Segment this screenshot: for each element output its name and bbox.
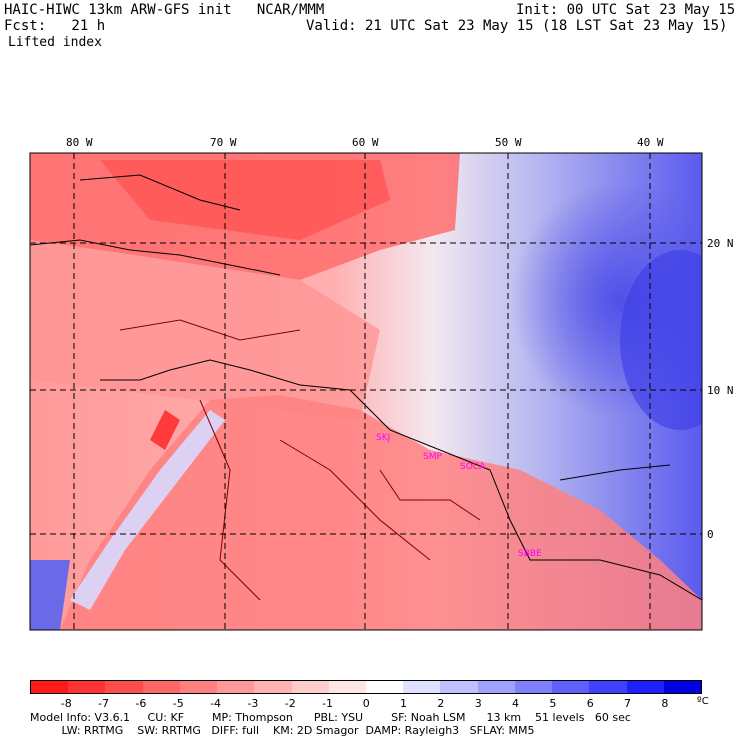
colorbar-swatch [179,681,218,693]
colorbar-swatch [105,681,143,693]
colorbar-swatch [68,681,106,693]
lat-labels: 20 N 10 N 0 [707,237,734,541]
station-labels: SKJ SMP SOCA SBBE [376,433,542,559]
andes-cool-streak [70,410,225,610]
colorbar-tick: 0 [362,697,370,710]
model-info-line2: LW: RRTMG SW: RRTMG DIFF: full KM: 2D Sm… [30,724,535,737]
colorbar-tick: -1 [322,697,334,710]
lon-label: 50 W [495,136,522,149]
lat-label: 20 N [707,237,734,250]
colorbar-swatch [328,681,366,693]
colorbar-tick: -6 [135,697,147,710]
colorbar-tick: 8 [661,697,669,710]
colorbar-tick: 3 [474,697,482,710]
lon-label: 80 W [66,136,93,149]
station-label: SBBE [518,549,542,559]
colorbar-tick: 4 [512,697,520,710]
lon-label: 40 W [637,136,664,149]
colorbar-swatch [365,681,404,693]
init-time: Init: 00 UTC Sat 23 May 15 [516,2,736,18]
colorbar-tick: 7 [624,697,632,710]
lat-label: 10 N [707,384,734,397]
colorbar-swatch [403,681,441,693]
lon-labels: 80 W 70 W 60 W 50 W 40 W [66,136,664,149]
colorbar-tick: -4 [210,697,222,710]
colorbar-swatch [217,681,255,693]
field-name: Lifted index [8,35,102,50]
colorbar-swatch [440,681,478,693]
coastline [100,359,702,601]
lon-label: 60 W [352,136,379,149]
colorbar-swatch [663,681,701,693]
colorbar-tick: 6 [586,697,594,710]
graticule [30,153,702,630]
lat-label: 0 [707,528,714,541]
model-info-line1: Model Info: V3.6.1 CU: KF MP: Thompson P… [30,711,631,724]
colorbar-swatch [254,681,292,693]
colorbar-swatch [626,681,664,693]
colorbar-swatch [589,681,627,693]
colorbar-tick: -3 [247,697,259,710]
forecast-hour: Fcst: 21 h [4,18,106,34]
colorbar [30,680,702,694]
colorbar-tick: -8 [60,697,72,710]
station-label: SKJ [376,433,390,443]
colorbar-tick: 1 [400,697,408,710]
station-label: SOCA [460,462,486,472]
colorbar-tick: 2 [437,697,445,710]
colorbar-swatch [552,681,590,693]
title-left-1: HAIC-HIWC 13km ARW-GFS init NCAR/MMM [4,2,325,18]
south-america-region [60,395,702,630]
map-frame [29,152,703,631]
valid-time: Valid: 21 UTC Sat 23 May 15 (18 LST Sat … [306,18,728,34]
colorbar-swatch [142,681,180,693]
colorbar-tick: -2 [284,697,296,710]
colorbar-tick: -5 [172,697,184,710]
colorbar-swatch [514,681,553,693]
colorbar-tick: 5 [549,697,557,710]
colorbar-unit: ºC [697,696,709,707]
lon-label: 70 W [210,136,237,149]
colorbar-swatch [291,681,329,693]
colorbar-swatch [31,681,69,693]
colorbar-swatch [477,681,515,693]
station-label: SMP [423,452,442,462]
colorbar-tick: -7 [98,697,110,710]
